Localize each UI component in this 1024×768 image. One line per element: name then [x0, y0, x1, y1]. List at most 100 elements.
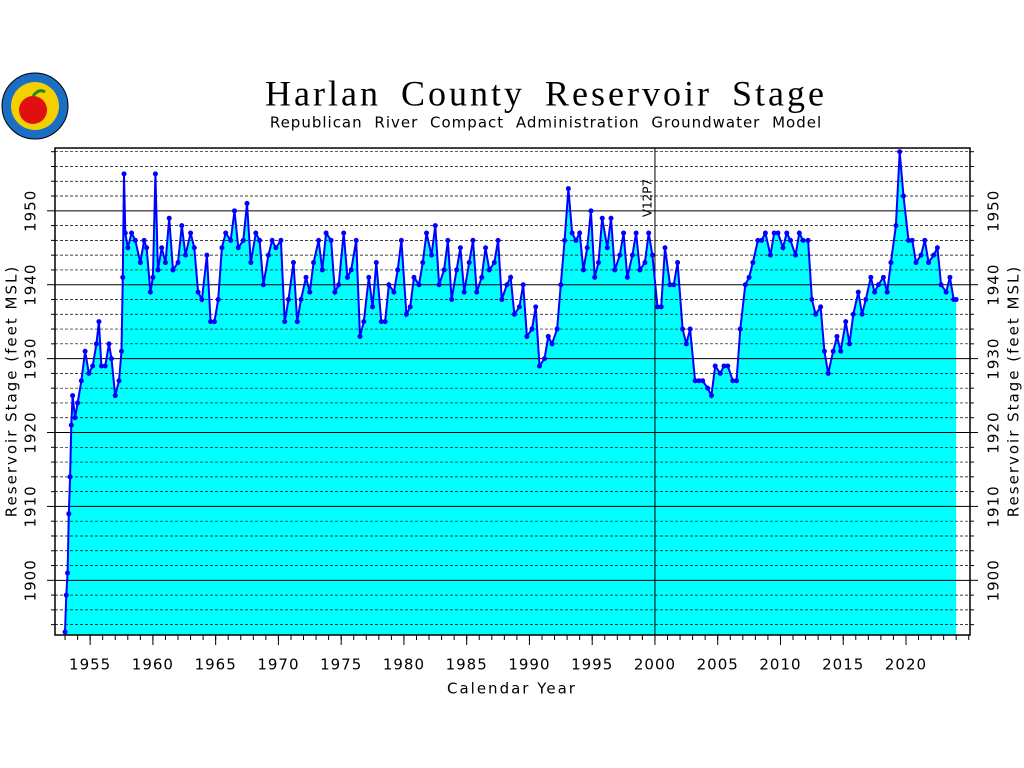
x-tick-label: 1965 [195, 656, 237, 674]
point [918, 252, 924, 258]
point [102, 363, 108, 369]
y-tick-label: 1930 [22, 338, 40, 380]
point [307, 289, 313, 295]
point [742, 282, 748, 288]
point [183, 252, 189, 258]
point [604, 245, 610, 251]
point [341, 230, 347, 236]
point [122, 230, 128, 236]
point [629, 252, 635, 258]
point [120, 274, 126, 280]
point [62, 629, 68, 635]
point [72, 415, 78, 421]
point [265, 252, 271, 258]
point [700, 378, 706, 384]
point [454, 267, 460, 273]
point [386, 282, 392, 288]
point [511, 311, 517, 317]
point [70, 393, 76, 399]
point [479, 274, 485, 280]
point [712, 363, 718, 369]
point [737, 326, 743, 332]
point [788, 237, 794, 243]
point [159, 245, 165, 251]
point [755, 237, 761, 243]
point [617, 252, 623, 258]
point [646, 230, 652, 236]
point [549, 341, 555, 347]
point [219, 245, 225, 251]
point [775, 230, 781, 236]
point [850, 311, 856, 317]
point [166, 215, 172, 221]
point [144, 245, 150, 251]
point [119, 348, 125, 354]
point [900, 193, 906, 199]
point [398, 237, 404, 243]
point [332, 289, 338, 295]
x-tick-label: 2005 [697, 656, 739, 674]
point [830, 348, 836, 354]
point [96, 319, 102, 325]
y-axis-label-right: Reservoir Stage (feet MSL) [1005, 265, 1023, 517]
point [162, 260, 168, 266]
point [319, 267, 325, 273]
point [129, 230, 135, 236]
point [520, 282, 526, 288]
point [893, 223, 899, 229]
point [536, 363, 542, 369]
point [411, 274, 417, 280]
point [705, 385, 711, 391]
point [595, 260, 601, 266]
point [662, 245, 668, 251]
point [573, 237, 579, 243]
point [441, 267, 447, 273]
point [730, 378, 736, 384]
point [195, 289, 201, 295]
point [872, 289, 878, 295]
point [208, 319, 214, 325]
point [273, 245, 279, 251]
point [554, 326, 560, 332]
point [66, 511, 72, 517]
point [633, 230, 639, 236]
point [762, 230, 768, 236]
point [888, 260, 894, 266]
point [141, 237, 147, 243]
x-tick-label: 2010 [759, 656, 801, 674]
x-tick-label: 1955 [69, 656, 111, 674]
point [290, 260, 296, 266]
point [215, 296, 221, 302]
point [608, 215, 614, 221]
point [637, 267, 643, 273]
point [931, 252, 937, 258]
point [152, 171, 158, 177]
point [624, 274, 630, 280]
point [508, 274, 514, 280]
point [780, 245, 786, 251]
point [667, 282, 673, 288]
point [93, 341, 99, 347]
point [436, 282, 442, 288]
point [577, 230, 583, 236]
point [588, 208, 594, 214]
point [257, 237, 263, 243]
point [204, 252, 210, 258]
point [457, 245, 463, 251]
point [188, 230, 194, 236]
point [847, 341, 853, 347]
point [82, 348, 88, 354]
point [680, 326, 686, 332]
point [734, 378, 740, 384]
point [269, 237, 275, 243]
y-tick-label-right: 1920 [985, 411, 1003, 453]
y-tick-label: 1940 [22, 264, 40, 306]
point [282, 319, 288, 325]
point [580, 267, 586, 273]
area [65, 151, 957, 635]
point [407, 304, 413, 310]
point [132, 237, 138, 243]
point [692, 378, 698, 384]
point [562, 237, 568, 243]
point [771, 230, 777, 236]
